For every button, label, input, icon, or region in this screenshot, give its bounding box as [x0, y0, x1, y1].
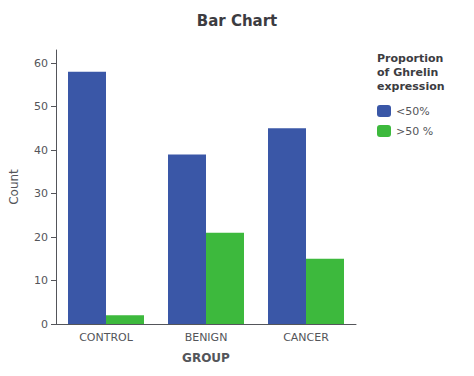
svg-text:CANCER: CANCER — [283, 331, 329, 344]
svg-text:60: 60 — [34, 57, 48, 70]
svg-text:Count: Count — [7, 169, 21, 205]
svg-text:10: 10 — [34, 274, 48, 287]
svg-text:>50 %: >50 % — [396, 125, 433, 138]
svg-text:BENIGN: BENIGN — [185, 331, 228, 344]
svg-text:<50%: <50% — [396, 105, 430, 118]
svg-text:Bar Chart: Bar Chart — [197, 12, 278, 30]
svg-text:30: 30 — [34, 187, 48, 200]
svg-text:GROUP: GROUP — [182, 351, 230, 365]
svg-text:40: 40 — [34, 144, 48, 157]
svg-text:CONTROL: CONTROL — [79, 331, 134, 344]
svg-text:expression: expression — [377, 80, 445, 93]
svg-text:20: 20 — [34, 231, 48, 244]
svg-text:of Ghrelin: of Ghrelin — [377, 66, 438, 79]
svg-text:Proportion: Proportion — [377, 52, 443, 65]
svg-text:50: 50 — [34, 100, 48, 113]
svg-text:0: 0 — [41, 318, 48, 331]
